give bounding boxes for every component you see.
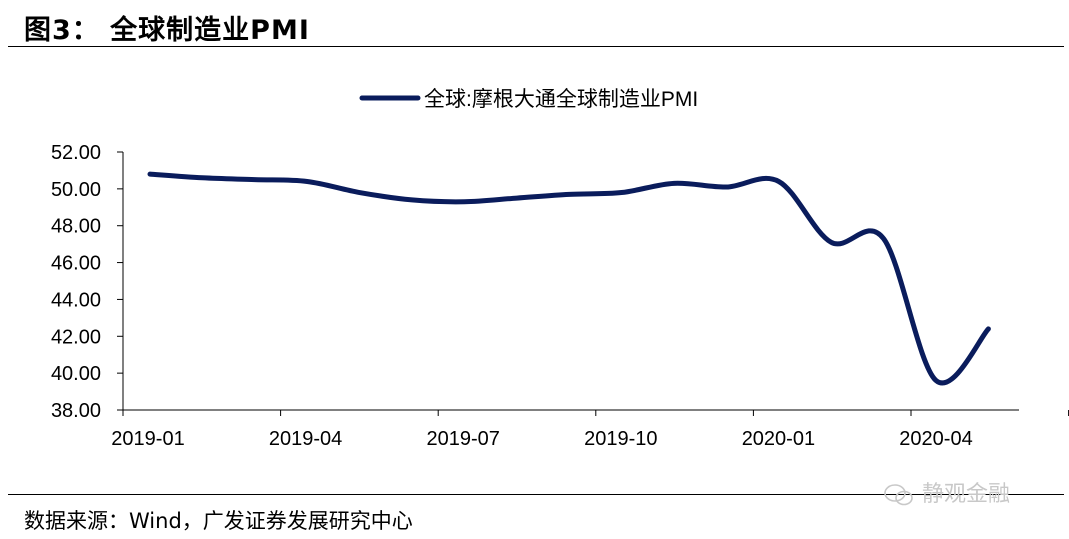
series-group: [147, 171, 991, 386]
data-point: [881, 236, 886, 241]
y-tick-label: 48.00: [51, 216, 101, 238]
x-tick-label: 2020-01: [742, 428, 815, 450]
data-point: [934, 378, 939, 383]
data-point: [829, 240, 834, 245]
x-tick-label: 2020-04: [899, 428, 972, 450]
data-point: [986, 326, 991, 331]
x-tick-label: 2019-07: [426, 428, 499, 450]
axes: 38.00 40.00 42.00 44.00 46.00 48.00 50.00 52.00…: [51, 142, 1069, 450]
y-tick-label: 50.00: [51, 179, 101, 201]
wechat-icon: [884, 484, 913, 506]
y-tick-label: 38.00: [51, 400, 101, 422]
series-line: [147, 171, 991, 386]
x-tick-label: 2019-01: [111, 428, 184, 450]
data-point: [514, 196, 519, 201]
watermark-text: 静观金融: [922, 482, 1011, 507]
data-point: [672, 181, 677, 186]
data-point: [148, 172, 153, 177]
x-tick-label: 2019-04: [269, 428, 342, 450]
data-point: [357, 190, 362, 195]
bottom-divider: [8, 494, 1064, 495]
figure-title: 图3： 全球制造业PMI: [24, 15, 310, 46]
data-point: [305, 179, 310, 184]
data-point: [567, 192, 572, 197]
legend: 全球:摩根大通全球制造业PMI: [359, 88, 698, 111]
top-divider: [8, 46, 1064, 47]
data-point: [200, 175, 205, 180]
data-point: [462, 199, 467, 204]
y-tick-label: 44.00: [51, 289, 101, 311]
y-tick-label: 46.00: [51, 253, 101, 275]
source-note: 数据来源：Wind，广发证券发展研究中心: [24, 509, 413, 533]
data-point: [776, 179, 781, 184]
watermark: 静观金融: [884, 476, 1010, 508]
data-point: [410, 197, 415, 202]
data-point: [724, 185, 729, 190]
y-tick-label: 40.00: [51, 363, 101, 385]
chart-canvas: 全球:摩根大通全球制造业PMI 38.00 40.00 42.00 44.00 46.0…: [51, 88, 1069, 450]
x-tick-label: 2019-10: [584, 428, 657, 450]
data-point: [252, 177, 257, 182]
data-point: [619, 190, 624, 195]
y-tick-label: 42.00: [51, 326, 101, 348]
legend-label: 全球:摩根大通全球制造业PMI: [424, 88, 698, 111]
y-tick-label: 52.00: [51, 142, 101, 164]
